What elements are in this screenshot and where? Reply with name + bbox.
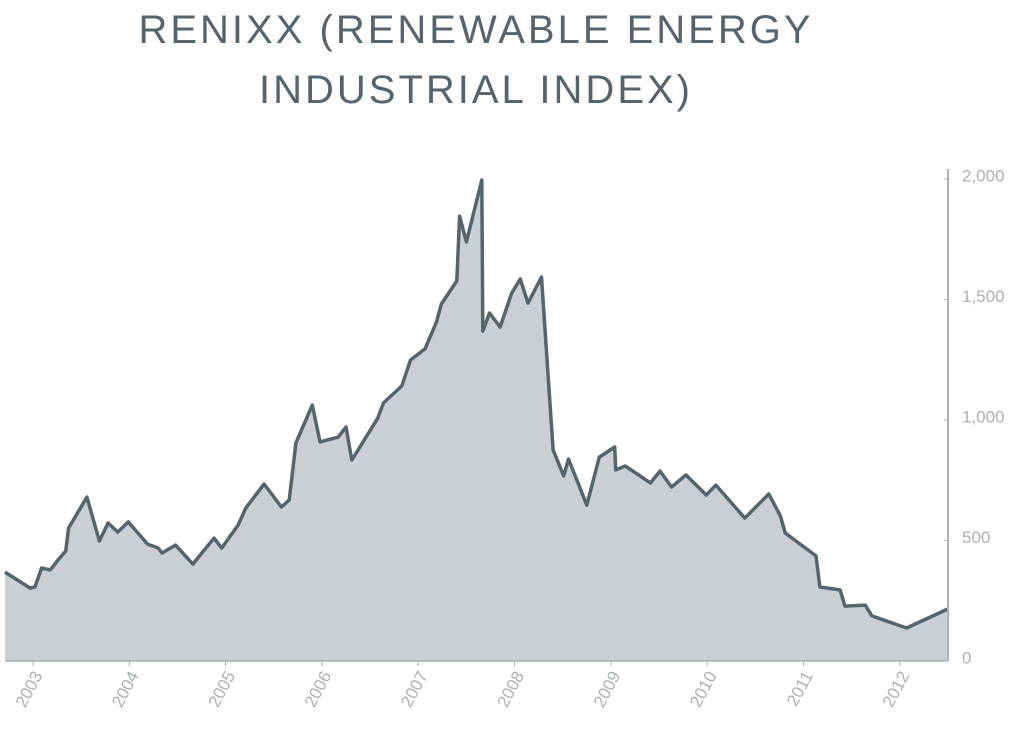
y-tick-label: 2,000 — [962, 166, 1005, 185]
x-tick-label: 2008 — [494, 668, 529, 710]
x-tick-label: 2011 — [783, 668, 817, 709]
chart-title: RENIXX (RENEWABLE ENERGY INDUSTRIAL INDE… — [138, 8, 814, 112]
x-tick-label: 2009 — [590, 668, 625, 710]
x-tick-label: 2007 — [397, 668, 432, 710]
y-tick-label: 0 — [962, 648, 971, 667]
x-tick-label: 2006 — [301, 668, 336, 710]
x-tick-label: 2004 — [108, 668, 143, 710]
y-tick-label: 1,000 — [962, 407, 1005, 426]
area — [5, 180, 948, 661]
x-tick-label: 2003 — [12, 668, 47, 710]
y-tick-label: 500 — [962, 528, 990, 547]
x-tick-label: 2010 — [686, 668, 721, 710]
x-tick-label: 2005 — [205, 668, 240, 710]
x-tick-label: 2012 — [879, 668, 914, 710]
line — [4, 178, 949, 630]
y-tick-label: 1,500 — [962, 287, 1005, 306]
